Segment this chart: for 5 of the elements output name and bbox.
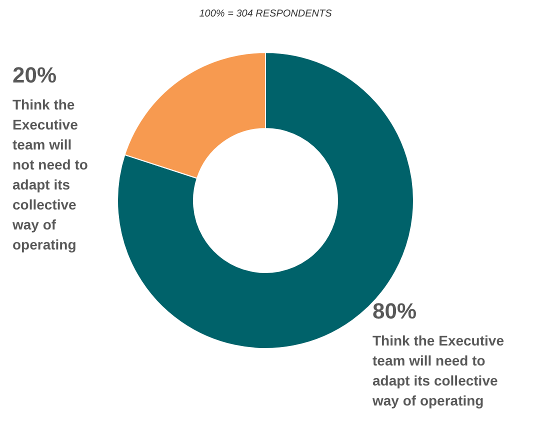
chart-title: 100% = 304 RESPONDENTS xyxy=(199,8,332,20)
data-label: 80% xyxy=(372,298,417,324)
slice-label: Think the Executive team will need to adapt its collective way of operating xyxy=(372,332,504,408)
data-label: 20% xyxy=(12,62,57,88)
slice-label: Think the Executive team will not need to adapt its collective way of operating xyxy=(12,96,88,252)
